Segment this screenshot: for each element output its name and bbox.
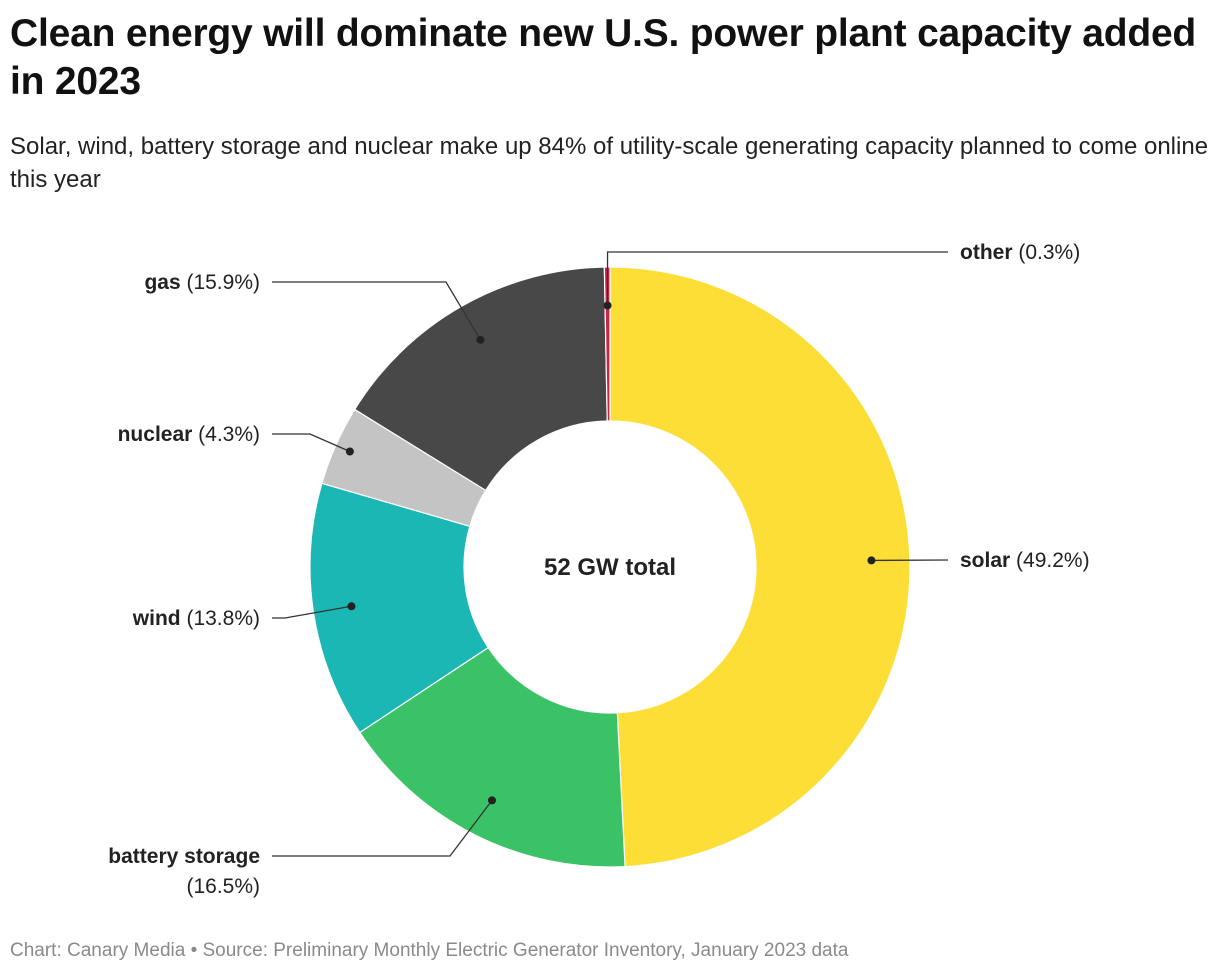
slice-label-name: wind: [132, 607, 181, 630]
leader-dot-solar: [867, 556, 876, 565]
slice-label-percent: (49.2%): [1010, 549, 1089, 572]
slice-label-name: battery storage: [108, 845, 260, 868]
chart-subtitle: Solar, wind, battery storage and nuclear…: [10, 133, 1209, 193]
chart-source-footer: Chart: Canary Media • Source: Preliminar…: [10, 940, 849, 961]
slice-gas: [353, 266, 608, 492]
leader-line-gas: [272, 281, 481, 341]
leader-lines: [272, 251, 949, 857]
center-total-label: 52 GW total: [544, 554, 676, 581]
donut-slices: [309, 266, 911, 868]
slice-label-solar: solar (49.2%): [960, 549, 1090, 572]
leader-dot-battery-storage: [488, 796, 497, 805]
slice-label-percent: (15.9%): [181, 271, 260, 294]
slice-label-name: solar: [960, 549, 1010, 572]
slice-label-other: other (0.3%): [960, 241, 1080, 264]
leader-dot-nuclear: [345, 447, 354, 456]
slice-battery-storage: [358, 646, 626, 868]
slice-label-percent: (4.3%): [192, 423, 260, 446]
leader-dot-wind: [347, 602, 356, 611]
slice-label-name: other: [960, 241, 1013, 264]
slice-label-wind: wind (13.8%): [132, 607, 260, 630]
slice-label-battery-storage: battery storage (16.5%): [108, 845, 260, 898]
leader-dot-gas: [476, 335, 485, 344]
slice-label-percent: (0.3%): [1013, 241, 1081, 264]
leader-line-battery-storage: [272, 799, 493, 857]
leader-line-wind: [272, 605, 352, 619]
slice-label-percent: (13.8%): [181, 607, 260, 630]
leader-line-other: [606, 251, 948, 306]
slice-labels: solar (49.2%) battery storage (16.5%) wind …: [108, 241, 1089, 898]
slice-label-name: gas: [144, 271, 180, 294]
slice-solar: [609, 266, 911, 868]
slice-label-gas: gas (15.9%): [144, 271, 260, 294]
slice-label-name: nuclear: [118, 423, 193, 446]
leader-dot-other: [603, 301, 612, 310]
slice-label-percent: (16.5%): [186, 875, 260, 898]
slice-label-nuclear: nuclear (4.3%): [118, 423, 260, 446]
chart-title: Clean energy will dominate new U.S. powe…: [10, 12, 1197, 103]
slice-wind: [309, 482, 490, 734]
leader-line-nuclear: [272, 433, 351, 453]
